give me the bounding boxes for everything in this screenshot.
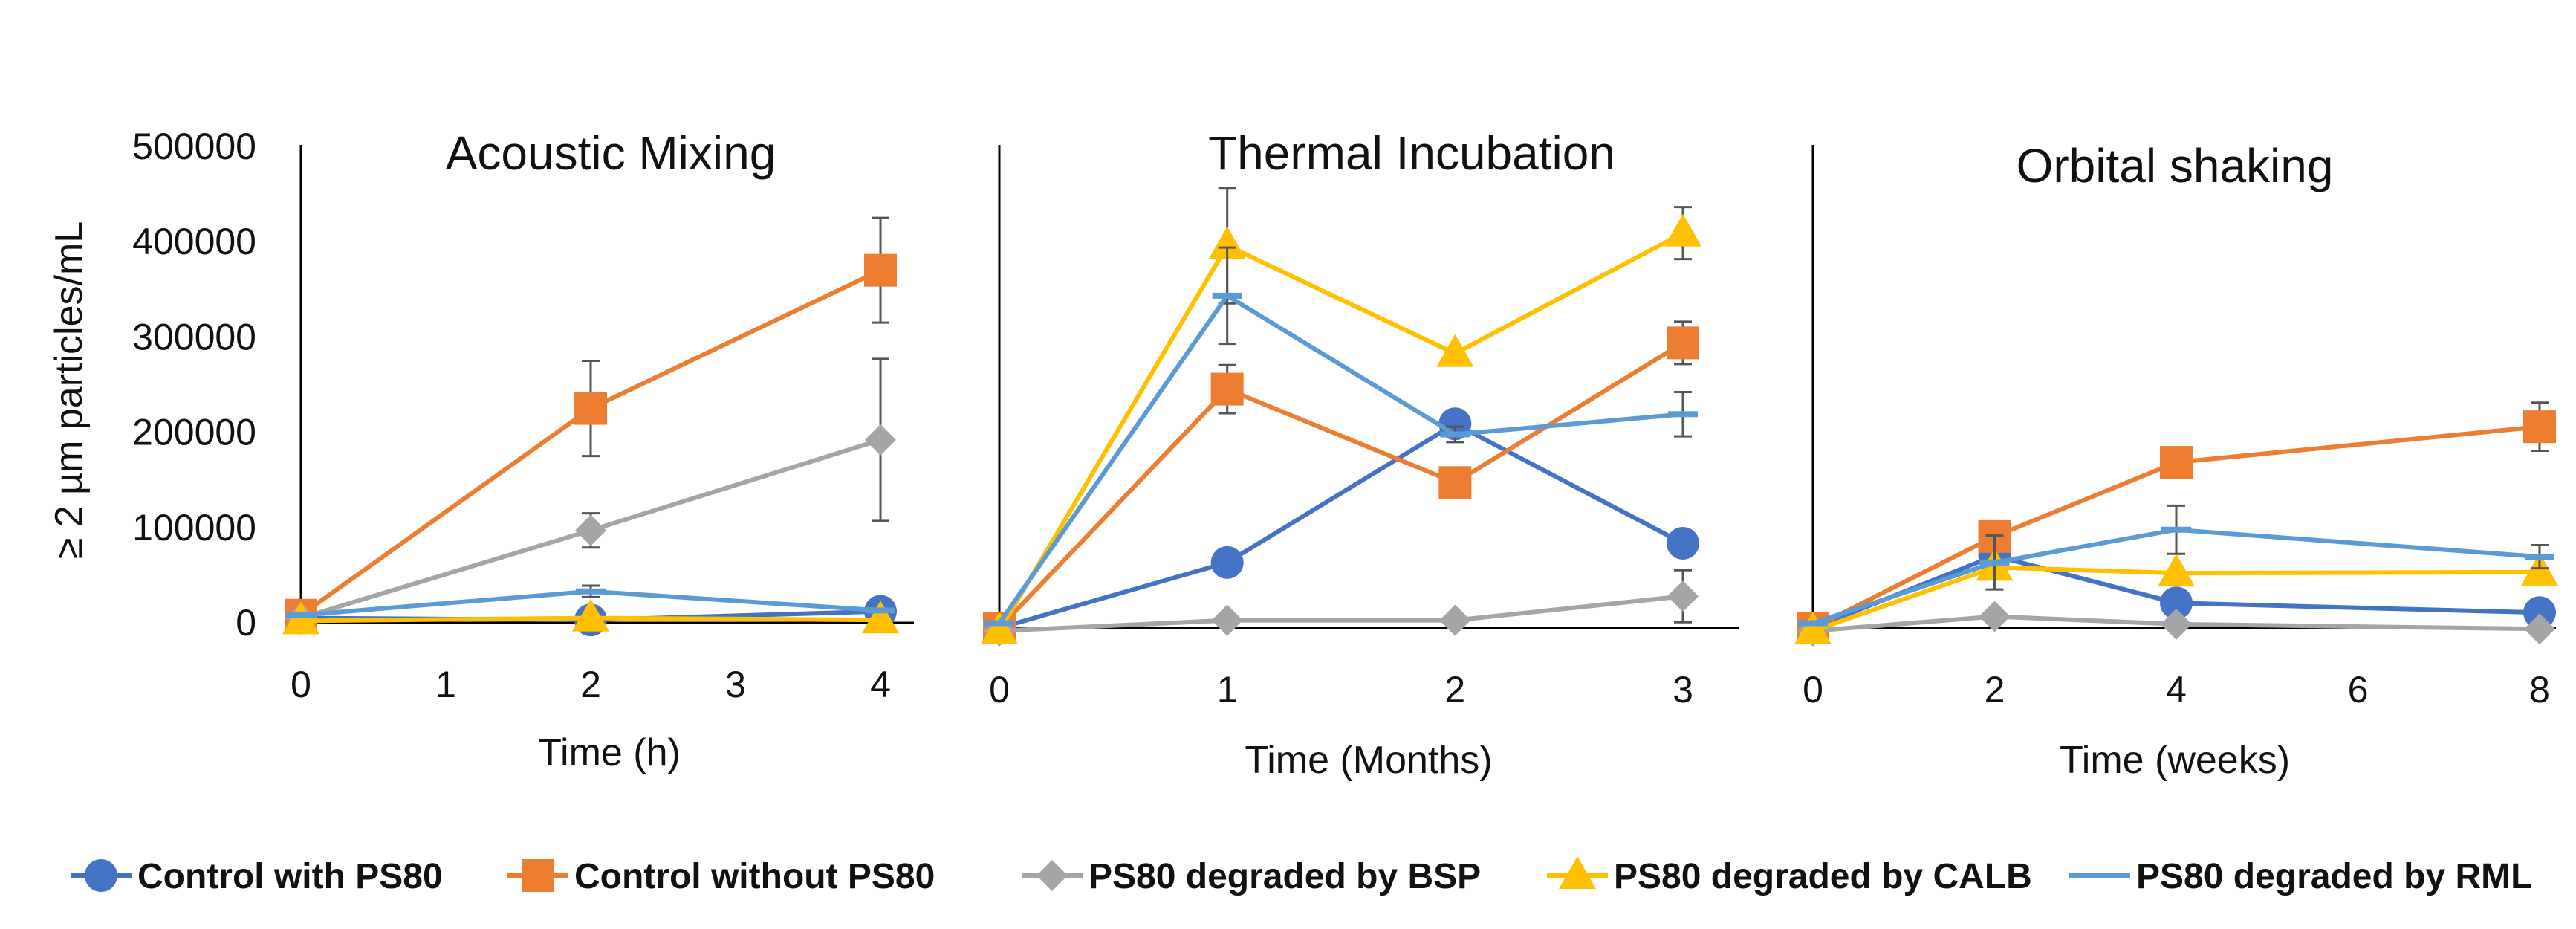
legend-item: Control with PS80 <box>71 857 443 896</box>
series-line <box>1812 527 2540 626</box>
x-tick-label: 4 <box>2166 669 2187 710</box>
series-group <box>286 584 895 618</box>
chart-panel: Thermal Incubation 0 1 2 3 Time (Months) <box>981 126 1739 782</box>
data-point <box>2523 596 2556 629</box>
legend-marker <box>522 859 554 892</box>
x-tick-label: 1 <box>1217 669 1238 710</box>
data-point <box>2160 586 2193 620</box>
legend-marker <box>1036 860 1068 891</box>
series-line <box>997 230 1684 632</box>
data-point <box>1210 372 1244 406</box>
x-tick-label: 3 <box>725 664 746 705</box>
chart-panel: Orbital shaking 0 2 4 6 8 Time (weeks) <box>1794 139 2558 782</box>
data-point <box>1439 604 1471 636</box>
x-tick-label: 3 <box>1673 669 1693 710</box>
data-point <box>2524 613 2555 645</box>
x-axis-title: Time (h) <box>538 731 681 774</box>
legend-item: Control without PS80 <box>507 857 935 896</box>
series-line <box>1812 565 2540 633</box>
series-line <box>999 421 1684 630</box>
x-tick-label: 0 <box>291 664 311 705</box>
data-point <box>1210 546 1244 579</box>
data-point <box>1211 604 1243 636</box>
x-tick-label: 4 <box>870 664 891 705</box>
chart-panels: Acoustic Mixing 0 100000 200000 300000 400000… <box>132 126 2558 782</box>
data-point <box>865 424 896 456</box>
data-point <box>2523 410 2556 444</box>
data-point <box>1979 601 2011 632</box>
series-group <box>1798 504 2554 627</box>
x-tick-label: 6 <box>2348 669 2369 710</box>
data-point <box>1667 326 1699 360</box>
data-point <box>1208 226 1246 259</box>
data-point <box>981 611 1018 644</box>
legend-item: PS80 degraded by CALB <box>1547 856 2032 896</box>
series-group <box>981 187 1701 644</box>
x-tick-label: 2 <box>1444 669 1465 710</box>
x-tick-label: 1 <box>435 664 456 705</box>
series-group <box>984 569 1699 647</box>
x-axis-title: Time (weeks) <box>2060 739 2290 782</box>
y-axis-title: ≥ 2 µm particles/mL <box>48 221 91 559</box>
y-tick-label: 100000 <box>132 507 256 548</box>
legend-marker <box>1559 856 1596 889</box>
series-group <box>285 216 897 632</box>
series-line <box>999 594 1684 633</box>
data-point <box>1436 334 1474 367</box>
series-line <box>1812 614 2540 633</box>
series-group <box>983 407 1699 644</box>
x-axis-title: Time (Months) <box>1245 739 1492 782</box>
y-tick-label: 200000 <box>132 412 256 453</box>
x-tick-label: 2 <box>1985 669 2005 710</box>
legend-label: PS80 degraded by CALB <box>1614 857 2032 896</box>
data-point <box>2160 446 2193 479</box>
data-point <box>2161 608 2192 640</box>
chart-panel: Acoustic Mixing 0 100000 200000 300000 400000… <box>132 126 914 774</box>
series-line <box>997 340 1684 630</box>
panel-title: Orbital shaking <box>2017 139 2334 192</box>
y-tick-label: 300000 <box>132 316 256 357</box>
panel-title: Acoustic Mixing <box>446 126 776 180</box>
data-point <box>574 392 607 425</box>
data-point <box>1438 466 1472 499</box>
legend: Control with PS80 Control without PS80 PS8… <box>71 856 2532 896</box>
x-tick-label: 0 <box>989 669 1010 710</box>
y-tick-label: 500000 <box>132 126 256 167</box>
panel-title: Thermal Incubation <box>1208 126 1615 180</box>
x-tick-label: 0 <box>1803 669 1823 710</box>
series-group <box>984 246 1698 627</box>
data-point <box>1794 611 1832 644</box>
data-point <box>1664 213 1701 247</box>
data-point <box>862 601 899 634</box>
data-point <box>864 253 897 287</box>
series-group <box>983 320 1699 644</box>
data-point <box>1667 580 1699 612</box>
data-point <box>2158 554 2195 587</box>
data-point <box>1667 526 1699 560</box>
data-point <box>575 514 606 546</box>
legend-label: Control without PS80 <box>574 857 935 896</box>
legend-marker <box>85 859 117 892</box>
legend-item: PS80 degraded by BSP <box>1022 857 1481 896</box>
series-line <box>1811 424 2540 630</box>
x-tick-label: 2 <box>580 664 601 705</box>
legend-label: Control with PS80 <box>137 857 443 896</box>
legend-item: PS80 degraded by RML <box>2069 857 2532 896</box>
x-tick-label: 8 <box>2529 669 2550 710</box>
data-point <box>572 598 609 632</box>
series-line <box>997 293 1684 625</box>
legend-label: PS80 degraded by BSP <box>1089 857 1481 896</box>
y-tick-label: 400000 <box>132 221 256 262</box>
y-tick-label: 0 <box>236 602 256 644</box>
legend-label: PS80 degraded by RML <box>2136 857 2532 896</box>
